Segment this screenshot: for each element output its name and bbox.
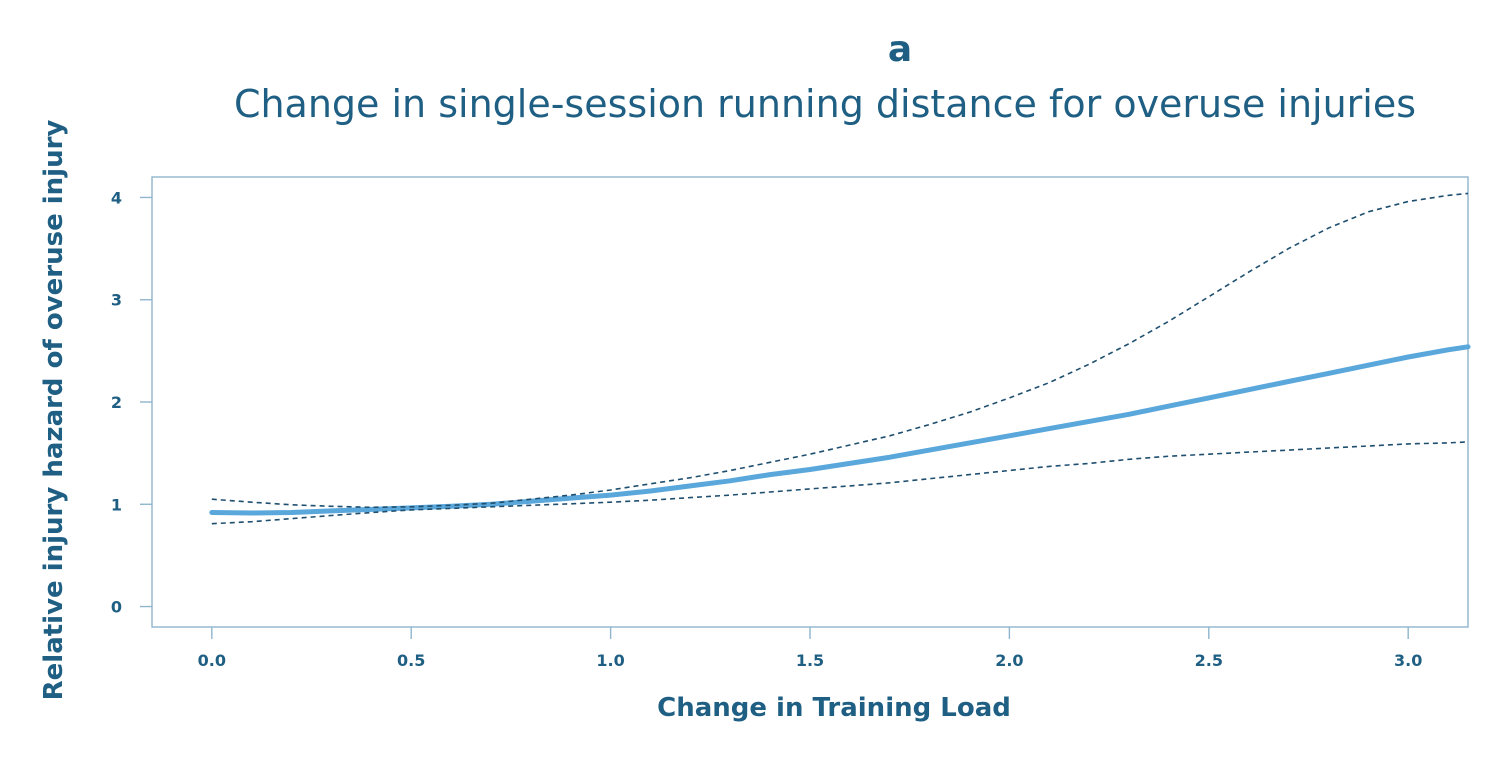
plot-area [151,176,1471,628]
plot-frame [151,176,1469,628]
x-tick-label: 0.5 [397,651,425,670]
y-tick-label: 2 [111,393,122,412]
x-tick-label: 2.0 [995,651,1023,670]
x-tick-label: 1.0 [596,651,624,670]
chart-title: Change in single-session running distanc… [234,82,1416,126]
x-tick-label: 3.0 [1394,651,1422,670]
x-axis-label: Change in Training Load [657,693,1011,723]
y-tick-label: 1 [111,495,122,514]
upper-confidence-line [211,192,1469,509]
x-tick-label: 1.5 [796,651,824,670]
x-tick-label: 0.0 [198,651,226,670]
y-axis: 0 1 2 3 4 [111,188,152,617]
x-tick-label: 2.5 [1195,651,1223,670]
y-tick-label: 3 [111,291,122,310]
hazard-estimate-line [209,344,1471,516]
series-layer [209,192,1471,525]
y-tick-label: 4 [111,188,122,207]
panel-label: a [888,29,912,70]
y-tick-label: 0 [111,598,122,617]
lower-confidence-line [211,441,1469,525]
y-axis-label: Relative injury hazard of overuse injury [39,120,69,701]
x-axis: 0.0 0.5 1.0 1.5 2.0 2.5 3.0 [198,627,1422,670]
